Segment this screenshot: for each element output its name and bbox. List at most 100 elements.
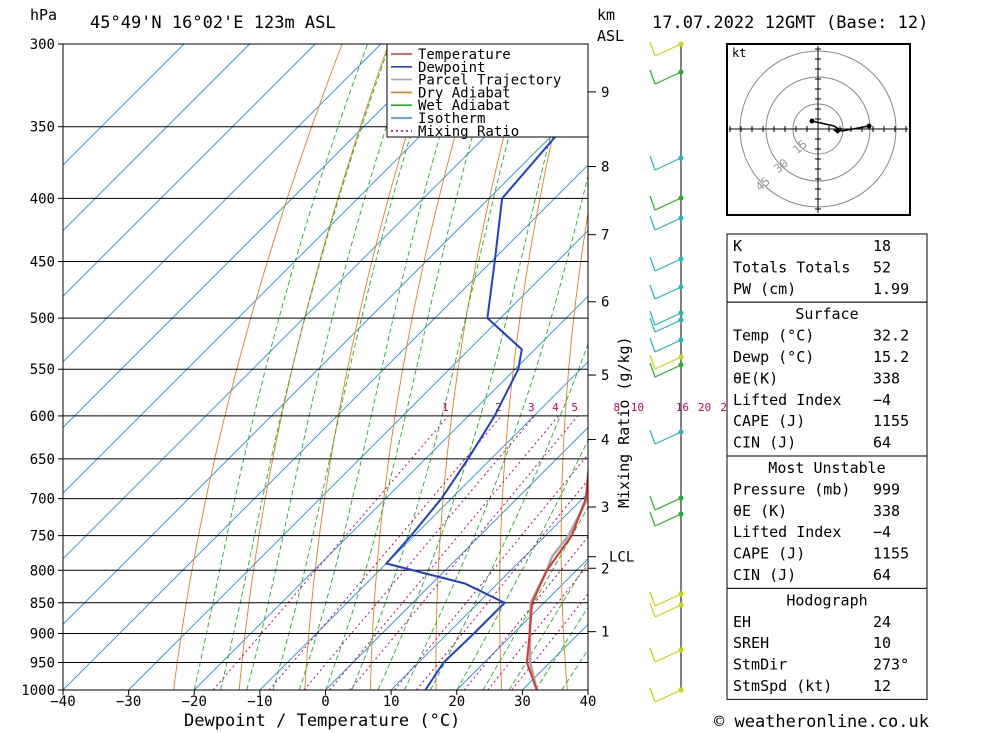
mixing-ratio-line: [416, 479, 588, 690]
y-axis-ticks: 300 350 400 450 500 550 600 650 700 750 800 850 900 9…: [21, 37, 55, 699]
wind-barb-flag: [649, 687, 656, 703]
wind-barb-shaft: [654, 157, 682, 171]
wind-barb-flag: [649, 310, 656, 326]
wind-barb-shaft: [654, 364, 682, 378]
wind-barb-shaft: [654, 431, 682, 445]
table-row-label: SREH: [733, 634, 769, 652]
table-row-label: Temp (°C): [733, 327, 814, 345]
table-row-value: 12: [873, 677, 891, 695]
km-tick-label: 2: [601, 561, 609, 577]
mixing-ratio-label: 5: [571, 401, 578, 414]
x-tick-label: 40: [580, 694, 597, 710]
table-row-label: CIN (J): [733, 566, 796, 584]
mixing-ratio-axis-label: Mixing Ratio (g/kg): [615, 336, 633, 508]
legend-label: Parcel Trajectory: [418, 73, 561, 89]
table-title: Most Unstable: [768, 459, 885, 477]
x-tick-label: 20: [448, 694, 465, 710]
mixing-ratio-line: [487, 564, 588, 690]
wind-barb-shaft: [654, 593, 682, 607]
table-box: [726, 455, 928, 589]
wet-adiabat: [246, 44, 415, 690]
location-title: 45°49'N 16°02'E 123m ASL: [90, 13, 336, 33]
x-tick-label: 10: [383, 694, 400, 710]
legend-label: Mixing Ratio: [418, 124, 519, 140]
hodograph-point: [866, 123, 872, 129]
table-row-value: 52: [873, 258, 891, 276]
table-row-value: 1.99: [873, 280, 909, 298]
legend-label: Temperature: [418, 47, 511, 63]
mixing-ratio-line: [394, 453, 588, 690]
asl-unit: ASL: [597, 27, 624, 45]
x-tick-label: −40: [50, 694, 75, 710]
wind-barbs: [649, 41, 684, 703]
mixing-ratio-line: [329, 415, 559, 690]
table-row-label: StmSpd (kt): [733, 677, 832, 695]
mixing-ratio-line: [268, 415, 502, 690]
wet-adiabat: [220, 44, 391, 690]
table-row-label: StmDir: [733, 656, 787, 674]
wet-adiabat: [298, 44, 469, 690]
wind-barb-shaft: [654, 217, 682, 231]
table-box: [726, 301, 928, 457]
table-row-label: K: [733, 237, 742, 255]
km-tick-label: 4: [601, 433, 609, 449]
y-tick-label: 750: [30, 529, 55, 545]
mixing-ratio-label: 4: [552, 401, 559, 414]
table-row-value: 338: [873, 502, 900, 520]
y-tick-label: 350: [30, 120, 55, 136]
wind-barb-shaft: [654, 319, 682, 333]
wind-barb-flag: [649, 647, 656, 663]
km-tick-label: LCL: [609, 550, 634, 566]
wind-barb-flag: [649, 495, 656, 511]
isotherm-line: [193, 295, 588, 690]
y-tick-label: 500: [30, 311, 55, 327]
x-tick-label: −10: [247, 694, 272, 710]
km-tick-label: 8: [601, 160, 609, 176]
table-row-value: −4: [873, 523, 891, 541]
table-row-value: 10: [873, 634, 891, 652]
table-row-value: 24: [873, 613, 891, 631]
table-row-value: 1155: [873, 412, 909, 430]
table-row-value: 15.2: [873, 348, 909, 366]
profile-lines: [384, 96, 588, 690]
dry-adiabat: [370, 44, 483, 690]
table-row-label: CIN (J): [733, 434, 796, 452]
wind-barb-flag: [649, 591, 656, 607]
hodograph-point: [809, 118, 815, 124]
wind-barb-shaft: [654, 513, 682, 527]
wind-barb-shaft: [654, 689, 682, 703]
table-row-value: 64: [873, 434, 891, 452]
table-row-label: CAPE (J): [733, 545, 805, 563]
y-tick-label: 800: [30, 563, 55, 579]
wind-barb-flag: [649, 511, 656, 527]
wind-barb-shaft: [654, 339, 682, 353]
isotherm-line: [63, 44, 250, 232]
storm-motion-arrow: [833, 128, 842, 134]
wind-barb-flag: [649, 429, 656, 445]
legend-box: [386, 43, 589, 138]
table-box: [726, 233, 928, 303]
hodograph-unit: kt: [732, 46, 746, 60]
table-row-label: Totals Totals: [733, 258, 850, 276]
km-unit: km: [597, 6, 615, 24]
table-row-value: 273°: [873, 656, 909, 674]
wet-adiabat: [325, 44, 500, 690]
table-row-label: θE(K): [733, 369, 778, 387]
table-row-value: −4: [873, 391, 891, 409]
dry-adiabat: [560, 210, 588, 690]
isotherm-line: [63, 44, 579, 560]
wind-barb-flag: [649, 256, 656, 272]
wind-barb-flag: [649, 284, 656, 300]
isotherm-line: [63, 44, 382, 363]
table-row-label: Dewp (°C): [733, 348, 814, 366]
km-tick-label: 6: [601, 295, 609, 311]
x-tick-label: −20: [182, 694, 207, 710]
y-tick-label: 450: [30, 255, 55, 271]
mixing-ratio-line: [212, 415, 449, 690]
isotherm-line: [63, 44, 185, 166]
isotherm-line: [259, 361, 588, 690]
table-title: Surface: [795, 305, 858, 323]
